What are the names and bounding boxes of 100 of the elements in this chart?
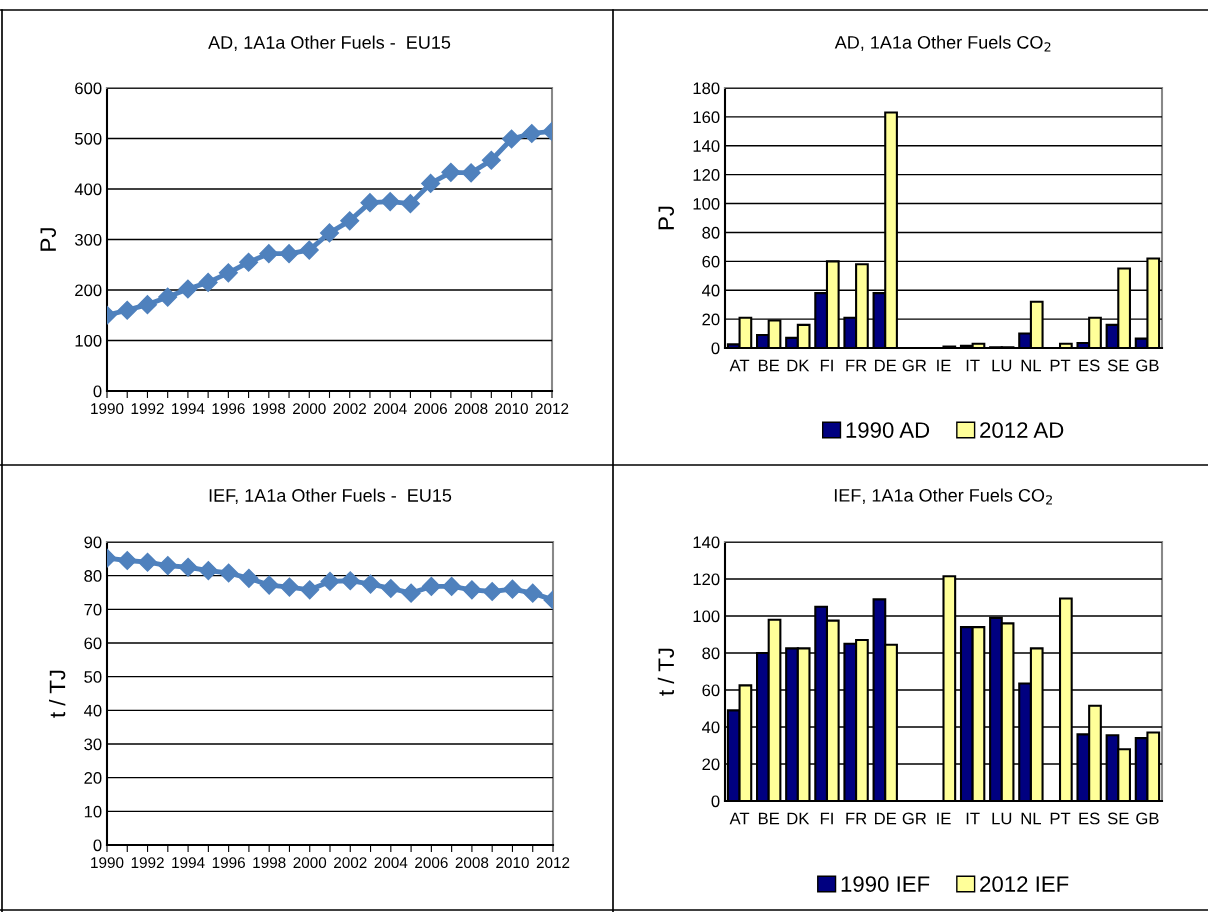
point [320,571,340,591]
y-tick-label: 80 [702,226,720,239]
y-axis-title: PJ [40,228,57,251]
point [340,211,360,231]
point [239,568,259,588]
point [421,173,441,193]
x-tick-label: ES [1079,359,1100,372]
y-tick-label: 0 [93,839,102,852]
point [360,193,380,213]
y-tick-label: 60 [702,684,720,697]
x-tick-label: IE [937,359,951,372]
x-tick-label: BE [758,359,780,372]
x-tick-label: 1992 [131,857,164,869]
x-tick-label: GB [1136,359,1159,372]
y-tick-label: 80 [702,647,720,660]
x-tick-label: LU [992,359,1012,372]
point [482,581,502,602]
x-tick-label: 2000 [293,403,326,415]
x-tick-label: IT [966,359,980,372]
y-axis-title: t / TJ [49,670,66,718]
y-tick-label: 10 [84,805,102,818]
x-tick-label: 2006 [414,403,447,415]
x-tick-label: PT [1050,359,1071,372]
point [319,223,340,243]
point [300,580,320,600]
x-tick-label: 2002 [333,403,366,415]
y-tick-label: 100 [693,610,720,623]
point [522,123,542,143]
y-tick-label: 0 [711,795,720,808]
x-tick-label: 2008 [455,857,489,869]
y-tick-label: 160 [693,111,720,124]
x-tick-label: AT [729,812,750,825]
point [461,163,481,183]
y-tick-label: 100 [75,334,102,347]
y-tick-label: 90 [84,536,102,549]
x-tick-label: PT [1050,812,1071,825]
chart-title: IEF, 1A1a Other Fuels CO$_{2}$ [834,488,1052,505]
x-tick-label: 1996 [212,403,245,415]
point [198,561,218,581]
y-axis-title: t / TJ [657,648,675,696]
y-tick-label: 140 [693,536,720,549]
point [259,244,279,264]
legend-label: 2012 AD [980,422,1064,438]
x-tick-label: FI [820,812,833,825]
y-axis-title: PJ [658,206,675,230]
x-tick-label: 1994 [172,403,205,415]
point [158,556,178,576]
x-tick-label: 1998 [252,403,286,415]
x-tick-label: 1992 [131,403,164,415]
point [361,574,381,594]
x-tick-label: 1990 [91,857,124,869]
point [502,129,522,149]
y-tick-label: 50 [84,671,102,683]
y-tick-label: 40 [701,284,720,297]
point [219,563,239,583]
y-tick-label: 0 [93,385,102,398]
point [117,550,137,571]
x-tick-label: LU [992,812,1012,825]
point [198,272,218,292]
y-tick-label: 30 [84,738,102,751]
point [218,263,238,283]
y-tick-label: 20 [702,758,720,771]
point [138,552,158,572]
x-tick-label: GB [1136,812,1159,825]
x-tick-label: 2000 [293,857,327,869]
point [279,244,299,264]
x-tick-label: DK [787,359,810,372]
y-tick-label: 600 [75,82,102,95]
x-tick-label: GR [902,359,927,372]
y-tick-label: 180 [693,82,720,95]
point [381,578,401,598]
point [481,150,501,170]
point [502,579,522,599]
x-tick-label: 1998 [253,857,286,869]
x-tick-label: 2008 [454,403,488,415]
y-tick-label: 120 [693,573,720,586]
point [299,240,319,260]
x-tick-label: FR [846,359,867,372]
y-tick-label: 20 [702,313,720,326]
y-tick-label: 60 [84,637,102,650]
x-tick-label: IT [966,812,980,825]
x-tick-label: 1990 [91,403,124,415]
y-tick-label: 300 [74,233,102,246]
point [178,279,198,299]
point [158,287,178,307]
point [421,576,441,596]
legend-label: 1990 AD [846,422,930,438]
x-tick-label: 2010 [496,857,529,869]
point [340,571,360,591]
y-tick-label: 200 [75,284,102,297]
x-tick-label: 1996 [212,857,245,869]
x-tick-label: GR [902,812,927,825]
y-tick-label: 70 [84,603,102,616]
x-tick-label: 2010 [495,403,528,415]
x-tick-label: 2004 [373,403,407,415]
point [441,162,461,182]
legend-label: 2012 IEF [980,876,1069,892]
x-tick-label: SE [1107,812,1129,825]
x-tick-label: 2012 [535,403,569,415]
x-tick-label: DE [875,812,897,825]
